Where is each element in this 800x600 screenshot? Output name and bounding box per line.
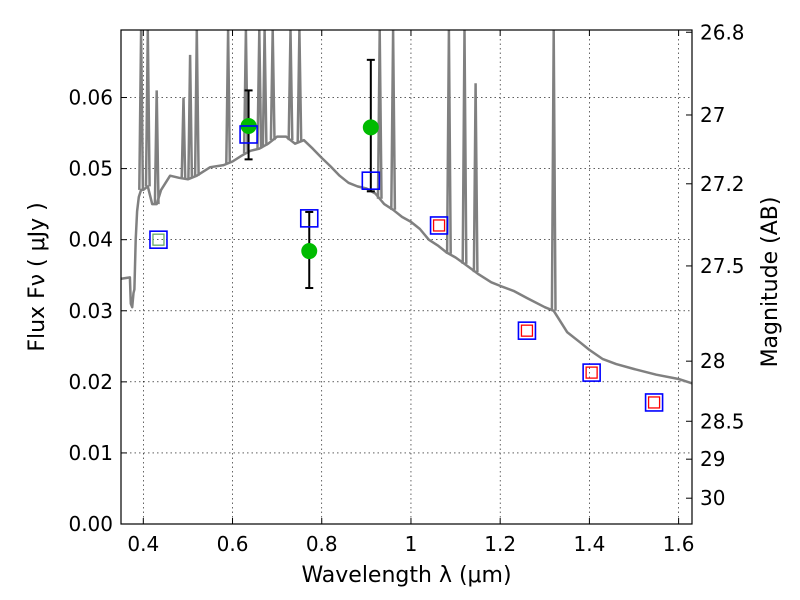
emission-line-spike bbox=[242, 30, 249, 154]
emission-line-spike bbox=[269, 30, 276, 141]
emission-line-spike bbox=[193, 30, 200, 176]
y-axis-label: Flux Fν ( μJy ) bbox=[25, 202, 50, 351]
y2-axis-label: Magnitude (AB) bbox=[758, 197, 783, 368]
y2-tick-label: 26.8 bbox=[700, 20, 745, 44]
y2-tick-label: 27.2 bbox=[700, 172, 745, 196]
model-band-flux-square bbox=[644, 393, 664, 412]
axis-labels: 0.4 0.6 0.8 1 1.2 1.4 1.6 0.00 0.01 0.02 0.03 0.04 0… bbox=[25, 20, 783, 588]
emission-line-spike bbox=[256, 30, 263, 149]
emission-line-spike bbox=[261, 30, 268, 146]
emission-line-spike bbox=[187, 54, 194, 179]
emission-line-spike bbox=[138, 30, 145, 190]
emission-line-spike bbox=[376, 30, 383, 199]
emission-line-spike bbox=[390, 30, 397, 210]
emission-line-spike bbox=[287, 30, 294, 141]
x-tick-label: 0.6 bbox=[217, 532, 249, 556]
model-spectrum-line bbox=[121, 135, 692, 385]
y2-tick-label: 27 bbox=[700, 103, 725, 127]
y-tick-label: 0.03 bbox=[68, 299, 113, 323]
emission-line-spike bbox=[180, 97, 187, 179]
observed-flux-point bbox=[362, 119, 379, 136]
y-tick-label: 0.06 bbox=[68, 86, 113, 110]
y2-tick-label: 27.5 bbox=[700, 254, 745, 278]
emission-line-spike bbox=[153, 90, 160, 205]
model-band-flux-square bbox=[517, 321, 537, 340]
grid-layer bbox=[121, 30, 692, 525]
x-tick-label: 1.2 bbox=[484, 532, 516, 556]
model-band-inner-square bbox=[432, 219, 446, 232]
y-tick-label: 0.00 bbox=[68, 512, 113, 536]
model-band-inner-square bbox=[585, 366, 598, 379]
y-tick-label: 0.02 bbox=[68, 370, 113, 394]
emission-line-spike bbox=[461, 30, 468, 264]
model-band-flux-square bbox=[299, 209, 319, 228]
observed-flux-point bbox=[301, 243, 318, 260]
model-band-flux-square bbox=[239, 125, 258, 144]
model-band-flux-square bbox=[429, 216, 449, 235]
x-tick-label: 0.4 bbox=[127, 532, 159, 556]
y-tick-label: 0.05 bbox=[68, 157, 113, 181]
y2-tick-label: 29 bbox=[700, 447, 725, 471]
x-tick-label: 1.6 bbox=[663, 532, 695, 556]
model-band-flux-square bbox=[582, 363, 601, 382]
emission-line-spike bbox=[472, 83, 479, 273]
y-tick-label: 0.04 bbox=[68, 228, 113, 252]
emission-line-spike bbox=[445, 30, 452, 254]
axes bbox=[120, 29, 693, 525]
model-band-flux-square bbox=[149, 230, 168, 249]
x-axis-label: Wavelength λ (μm) bbox=[301, 563, 511, 588]
emission-line-spike bbox=[144, 30, 151, 187]
y-tick-label: 0.01 bbox=[68, 441, 113, 465]
x-tick-label: 0.8 bbox=[306, 532, 338, 556]
y2-tick-label: 30 bbox=[700, 486, 725, 510]
plot-area bbox=[121, 30, 692, 412]
model-band-inner-square bbox=[152, 233, 165, 246]
y2-tick-label: 28 bbox=[700, 349, 725, 373]
emission-line-spike bbox=[550, 30, 557, 311]
model-band-inner-square bbox=[520, 324, 534, 337]
x-tick-label: 1.4 bbox=[573, 532, 605, 556]
emission-line-spike bbox=[296, 30, 303, 142]
y2-tick-label: 28.5 bbox=[700, 409, 745, 433]
plot-frame bbox=[120, 29, 693, 525]
model-band-inner-square bbox=[647, 396, 661, 409]
emission-line-spike bbox=[225, 30, 232, 164]
x-tick-label: 1 bbox=[405, 532, 418, 556]
model-band-flux-square bbox=[361, 171, 381, 190]
